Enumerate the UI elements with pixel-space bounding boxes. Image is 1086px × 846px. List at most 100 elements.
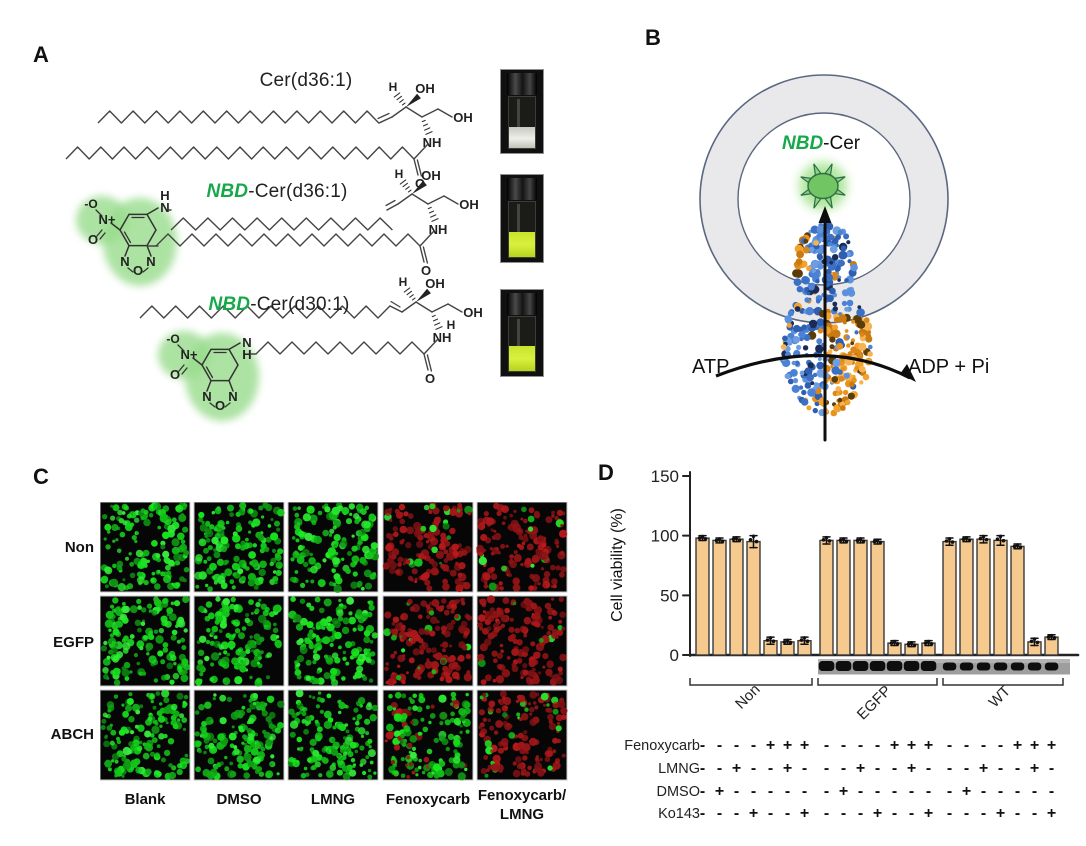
data-point: [981, 534, 986, 539]
micrograph-cell: [287, 689, 379, 781]
treatment-symbol: -: [1049, 760, 1054, 777]
bar: [1010, 545, 1025, 656]
treatment-symbol: -: [875, 783, 880, 800]
blot-band: [942, 662, 957, 671]
treatment-symbol: -: [824, 737, 829, 754]
data-point: [844, 539, 849, 543]
data-point: [754, 539, 759, 544]
treatment-symbol: -: [717, 737, 722, 754]
blot-band: [959, 662, 974, 671]
data-point: [785, 638, 790, 643]
treatment-symbol: -: [768, 805, 773, 822]
bar: [729, 538, 744, 656]
svg-text:O: O: [415, 176, 425, 191]
bar: [942, 540, 957, 656]
treatment-row-label: Fenoxycarb: [624, 738, 700, 754]
col-label-fenoxycarb: Fenoxycarb: [385, 791, 471, 808]
treatment-symbol: -: [1015, 805, 1020, 822]
data-point: [889, 641, 894, 645]
treatment-symbol: +: [1030, 760, 1039, 777]
y-tick-label: 100: [651, 527, 679, 546]
y-tick-label: 150: [651, 467, 679, 486]
vial-photo-fluorescent-2: [500, 289, 544, 377]
col-label-fenoxycarb-lmng: Fenoxycarb/ LMNG: [477, 787, 567, 823]
data-point: [771, 639, 776, 643]
treatment-symbol: +: [996, 805, 1005, 822]
micrograph-cell: [100, 502, 191, 593]
data-point: [751, 534, 756, 539]
treatment-symbol: -: [947, 783, 952, 800]
panel-d-label: D: [598, 460, 614, 485]
treatment-symbol: -: [717, 805, 722, 822]
liposome-transport-diagram: [699, 74, 949, 442]
molecule-3-name: -Cer(d30:1): [250, 294, 350, 315]
svg-text:NH: NH: [423, 135, 442, 150]
treatment-symbol: -: [700, 805, 705, 822]
data-point: [929, 642, 934, 646]
treatment-symbol: -: [1032, 805, 1037, 822]
svg-text:N: N: [146, 254, 155, 269]
svg-text:O: O: [88, 232, 98, 247]
blot-band: [1010, 662, 1025, 671]
micrograph-cell: [382, 595, 474, 687]
svg-text:O: O: [170, 367, 180, 382]
cargo-suffix: -Cer: [823, 133, 861, 154]
molecule-2-name: -Cer(d36:1): [248, 181, 348, 202]
treatment-symbol: +: [839, 783, 848, 800]
data-point: [697, 536, 702, 540]
treatment-symbol: -: [892, 783, 897, 800]
svg-text:-O: -O: [166, 332, 179, 346]
bar: [712, 539, 727, 656]
data-point: [944, 539, 949, 543]
treatment-symbol: +: [800, 737, 809, 754]
bar: [870, 540, 885, 656]
svg-text:N: N: [202, 389, 211, 404]
nbd-prefix: NBD: [782, 133, 824, 154]
data-point: [827, 539, 832, 543]
row-label-egfp: EGFP: [53, 634, 94, 651]
svg-text:O: O: [215, 398, 225, 413]
data-point: [748, 538, 753, 542]
treatment-symbol: +: [1013, 737, 1022, 754]
svg-text:OH: OH: [453, 110, 473, 125]
data-point: [961, 537, 966, 541]
treatment-symbol: -: [734, 805, 739, 822]
treatment-row-label: Ko143: [658, 806, 700, 822]
group-axis: Non EGFP WT: [689, 678, 1064, 723]
bar: [993, 539, 1008, 656]
treatment-symbol: +: [783, 760, 792, 777]
data-point: [998, 534, 1003, 539]
treatment-symbol: -: [785, 783, 790, 800]
data-point: [984, 537, 989, 542]
molecule-1-name: Cer(d36:1): [259, 70, 353, 91]
treatment-symbol: +: [800, 805, 809, 822]
data-point: [824, 535, 829, 540]
panel-c-label: C: [33, 464, 49, 489]
row-label-abch: ABCH: [50, 726, 94, 743]
col-label-dmso: DMSO: [216, 791, 262, 808]
svg-text:H: H: [395, 167, 404, 181]
data-point: [717, 537, 722, 541]
treatment-symbol: -: [734, 737, 739, 754]
data-point: [855, 538, 860, 543]
svg-text:OH: OH: [421, 168, 441, 183]
treatment-symbol: +: [907, 737, 916, 754]
data-point: [995, 537, 1000, 541]
blot-band: [886, 661, 903, 671]
svg-text:H: H: [389, 80, 398, 94]
treatment-symbol: -: [926, 760, 931, 777]
abc-transporter-protein: [780, 222, 873, 417]
treatment-symbol: -: [858, 737, 863, 754]
data-point: [821, 538, 826, 542]
group-label: WT: [986, 683, 1015, 712]
panel-a-label: A: [33, 42, 49, 67]
data-point: [1046, 635, 1051, 639]
treatment-symbol: +: [962, 783, 971, 800]
treatment-symbol: -: [841, 805, 846, 822]
treatment-symbol: +: [873, 805, 882, 822]
svg-text:OH: OH: [463, 305, 483, 320]
molecule-1-title: Cer(d36:1): [156, 70, 456, 92]
treatment-symbol: -: [802, 760, 807, 777]
